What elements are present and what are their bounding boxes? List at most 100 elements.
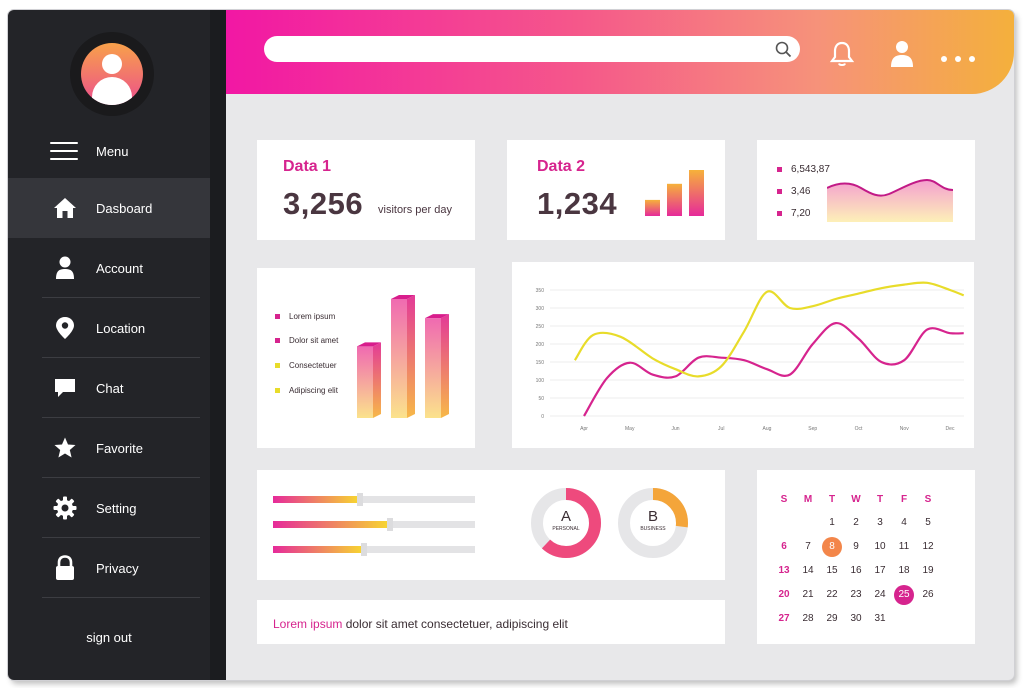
calendar-weekday: M bbox=[803, 494, 813, 505]
calendar-day[interactable]: 11 bbox=[898, 541, 910, 552]
stat-row: 6,543,87 bbox=[777, 164, 830, 175]
x-tick-label: Nov bbox=[900, 426, 909, 432]
x-tick-label: Oct bbox=[855, 426, 863, 432]
sidebar-item-privacy[interactable]: Privacy bbox=[8, 538, 210, 598]
calendar-day[interactable]: 28 bbox=[802, 613, 814, 624]
calendar-day[interactable]: 23 bbox=[850, 589, 862, 600]
sidebar-item-setting[interactable]: Setting bbox=[8, 478, 210, 538]
calendar-day[interactable]: 12 bbox=[922, 541, 934, 552]
calendar-day[interactable]: 10 bbox=[874, 541, 886, 552]
sidebar-item-label: Dasboard bbox=[96, 200, 153, 216]
calendar-day[interactable]: 16 bbox=[850, 565, 862, 576]
sidebar-item-favorite[interactable]: Favorite bbox=[8, 418, 210, 478]
home-icon bbox=[50, 196, 80, 220]
calendar-day[interactable]: 6 bbox=[781, 541, 787, 552]
legend-label: Adipiscing elit bbox=[289, 386, 338, 395]
sidebar-item-label: Favorite bbox=[96, 440, 143, 456]
donut-chart-personal bbox=[531, 488, 601, 558]
menu-toggle[interactable]: Menu bbox=[50, 140, 200, 162]
data1-value: 3,256 bbox=[283, 186, 364, 221]
calendar-day[interactable]: 20 bbox=[778, 589, 790, 600]
calendar-day[interactable]: 30 bbox=[850, 613, 862, 624]
calendar-day[interactable]: 26 bbox=[922, 589, 934, 600]
footer-text: Lorem ipsum dolor sit amet consectetuer,… bbox=[273, 617, 568, 631]
gear-icon bbox=[50, 496, 80, 520]
calendar-day[interactable]: 19 bbox=[922, 565, 934, 576]
mini-bar bbox=[645, 199, 660, 216]
slider-thumb[interactable] bbox=[356, 493, 363, 506]
slider-fill bbox=[273, 521, 389, 528]
stat-value: 7,20 bbox=[791, 208, 811, 219]
sidebar-item-location[interactable]: Location bbox=[8, 298, 210, 358]
slider[interactable] bbox=[273, 493, 475, 506]
calendar-day[interactable]: 15 bbox=[826, 565, 838, 576]
chat-icon bbox=[50, 376, 80, 400]
calendar-day[interactable]: 31 bbox=[874, 613, 886, 624]
x-tick-label: May bbox=[625, 426, 635, 432]
donut-chart-business bbox=[618, 488, 688, 558]
calendar-weekday: T bbox=[828, 494, 836, 505]
x-tick-label: Jul bbox=[718, 426, 724, 432]
calendar-day[interactable]: 13 bbox=[778, 565, 790, 576]
sidebar-nav: Dasboard Account Location Chat bbox=[8, 178, 210, 598]
calendar-day[interactable]: 3 bbox=[877, 517, 883, 528]
location-pin-icon bbox=[50, 316, 80, 340]
controls-card: A PERSONAL B BUSINESS bbox=[257, 470, 725, 580]
calendar-day[interactable]: 4 bbox=[901, 517, 907, 528]
app-window: Menu Dasboard Account Location bbox=[8, 10, 1014, 680]
sign-out-link[interactable]: sign out bbox=[86, 630, 132, 645]
mini-bar bbox=[667, 183, 682, 216]
calendar-day[interactable]: 2 bbox=[853, 517, 859, 528]
donut-letter: A bbox=[560, 508, 571, 525]
legend-item: Adipiscing elit bbox=[275, 386, 338, 395]
stat-value: 6,543,87 bbox=[791, 164, 830, 175]
calendar-day[interactable]: 9 bbox=[853, 541, 859, 552]
user-icon bbox=[50, 256, 80, 280]
calendar-day[interactable]: 14 bbox=[802, 565, 814, 576]
calendar-weekday: S bbox=[924, 494, 932, 505]
calendar-day[interactable]: 1 bbox=[829, 517, 835, 528]
calendar-day[interactable]: 7 bbox=[805, 541, 811, 552]
menu-label: Menu bbox=[96, 143, 129, 159]
sidebar-item-account[interactable]: Account bbox=[8, 238, 210, 298]
search-input[interactable] bbox=[278, 36, 768, 62]
calendar-day[interactable]: 5 bbox=[925, 517, 931, 528]
calendar-day[interactable]: 22 bbox=[826, 589, 838, 600]
calendar-day[interactable]: 8 bbox=[822, 537, 842, 557]
hamburger-icon bbox=[50, 142, 78, 160]
data1-card: Data 1 3,256 visitors per day bbox=[257, 140, 475, 240]
legend-item: Dolor sit amet bbox=[275, 336, 338, 345]
calendar-day[interactable]: 17 bbox=[874, 565, 886, 576]
calendar-day[interactable]: 18 bbox=[898, 565, 910, 576]
user-icon[interactable] bbox=[890, 40, 914, 73]
avatar[interactable] bbox=[70, 32, 154, 116]
search-icon[interactable] bbox=[775, 41, 792, 63]
sidebar-item-label: Setting bbox=[96, 500, 137, 516]
bell-icon[interactable] bbox=[829, 40, 855, 73]
slider-thumb[interactable] bbox=[360, 543, 367, 556]
legend-label: Lorem ipsum bbox=[289, 312, 336, 321]
y-tick-label: 350 bbox=[536, 288, 545, 294]
calendar-weekday: W bbox=[851, 494, 861, 505]
slider[interactable] bbox=[273, 543, 475, 556]
calendar-day[interactable]: 24 bbox=[874, 589, 886, 600]
calendar-day[interactable]: 21 bbox=[802, 589, 814, 600]
calendar-day[interactable]: 29 bbox=[826, 613, 838, 624]
sidebar-item-label: Privacy bbox=[96, 560, 139, 576]
lock-icon bbox=[50, 555, 80, 580]
data1-title: Data 1 bbox=[283, 158, 332, 175]
stats-card: 6,543,87 3,46 7,20 bbox=[757, 140, 975, 240]
slider-thumb[interactable] bbox=[387, 518, 394, 531]
calendar-card: S M T W T F S 1 2 3 4 5 6 7 8 9 10 11 12 13 14 15 16 17 18 19 20 21… bbox=[757, 470, 975, 644]
calendar-day[interactable]: 27 bbox=[778, 613, 790, 624]
donut-caption: BUSINESS bbox=[640, 526, 666, 532]
slider[interactable] bbox=[273, 518, 475, 531]
sidebar-item-chat[interactable]: Chat bbox=[8, 358, 210, 418]
calendar-day[interactable]: 25 bbox=[894, 585, 914, 605]
sidebar-item-dashboard[interactable]: Dasboard bbox=[8, 178, 210, 238]
more-dots-icon[interactable] bbox=[940, 50, 976, 68]
calendar-weekday: S bbox=[780, 494, 788, 505]
line-chart: 0 50 100 150 200 250 300 350 Apr May Jun Jul Aug Sep O… bbox=[536, 281, 965, 432]
sidebar-item-label: Account bbox=[96, 260, 143, 276]
avatar-user-icon bbox=[81, 43, 143, 105]
